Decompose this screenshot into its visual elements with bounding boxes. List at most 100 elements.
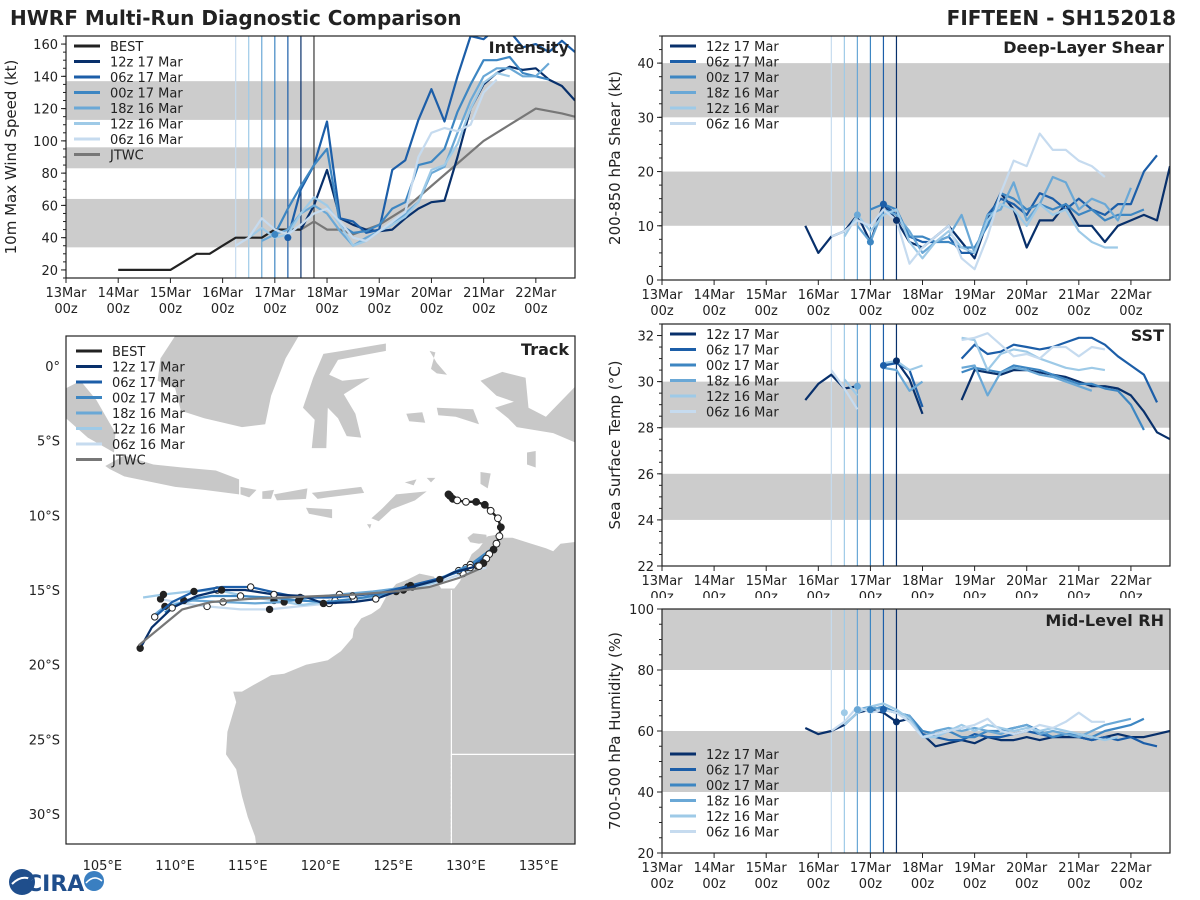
lon-tick-label: 120°E bbox=[301, 859, 341, 870]
x-tick-label: 18Mar bbox=[902, 574, 944, 589]
track-line-jtwc bbox=[138, 568, 480, 647]
lon-tick-label: 115°E bbox=[228, 859, 268, 870]
lon-tick-label: 130°E bbox=[446, 859, 486, 870]
y-tick-label: 0 bbox=[646, 274, 654, 289]
y-tick-label: 40 bbox=[637, 786, 654, 801]
x-tick-label: 22Mar bbox=[1110, 861, 1152, 876]
x-tick-label: 00z bbox=[368, 302, 392, 317]
y-axis-label: 200-850 hPa Shear (kt) bbox=[606, 71, 624, 245]
x-tick-label: 00z bbox=[650, 304, 674, 319]
x-tick-label: 17Mar bbox=[850, 288, 892, 303]
series-line-12z-17-mar bbox=[804, 359, 924, 415]
intensity-chart: 2040608010012014016013Mar00z14Mar00z15Ma… bbox=[2, 35, 576, 317]
init-marker-18z-16-mar bbox=[853, 211, 861, 219]
panel-title: Deep-Layer Shear bbox=[1003, 38, 1164, 57]
track-point bbox=[236, 592, 245, 600]
legend-label: 18z 16 Mar bbox=[706, 795, 779, 810]
legend-label: 12z 16 Mar bbox=[112, 423, 185, 438]
panel-title: Intensity bbox=[489, 38, 570, 57]
x-tick-label: 00z bbox=[420, 302, 444, 317]
x-tick-label: 15Mar bbox=[746, 574, 788, 589]
legend-label: 00z 17 Mar bbox=[706, 359, 779, 374]
series-line-06z-16-mar bbox=[235, 78, 498, 247]
lat-tick-label: 30°S bbox=[29, 808, 60, 823]
legend-label: 18z 16 Mar bbox=[706, 375, 779, 390]
y-tick-label: 30 bbox=[637, 376, 654, 391]
x-tick-label: 00z bbox=[315, 302, 339, 317]
x-tick-label: 16Mar bbox=[798, 288, 840, 303]
shade-band bbox=[662, 171, 1170, 226]
x-tick-label: 00z bbox=[1067, 590, 1091, 598]
x-tick-label: 00z bbox=[524, 302, 548, 317]
island-7 bbox=[404, 479, 417, 486]
legend-label: 12z 16 Mar bbox=[706, 810, 779, 825]
init-marker-12z-17-mar bbox=[892, 216, 900, 224]
x-tick-label: 15Mar bbox=[746, 288, 788, 303]
x-tick-label: 00z bbox=[702, 877, 726, 892]
series-line-06z-17-mar bbox=[960, 336, 1158, 403]
map-frame bbox=[65, 335, 576, 845]
series-line-18z-16-mar bbox=[961, 364, 1093, 397]
series-group bbox=[118, 36, 575, 271]
x-tick-label: 13Mar bbox=[641, 288, 683, 303]
y-axis-label: 10m Max Wind Speed (kt) bbox=[2, 60, 20, 255]
best-track-point bbox=[480, 500, 489, 509]
storm-id: FIFTEEN - SH152018 bbox=[946, 6, 1176, 30]
y-tick-label: 160 bbox=[33, 38, 58, 53]
y-tick-label: 40 bbox=[637, 57, 654, 72]
x-tick-label: 00z bbox=[911, 304, 935, 319]
island-9 bbox=[480, 472, 491, 489]
x-tick-label: 00z bbox=[1015, 590, 1039, 598]
lat-tick-label: 0° bbox=[45, 360, 60, 375]
legend-label: BEST bbox=[112, 345, 145, 360]
series-group bbox=[804, 132, 1170, 271]
x-tick-label: 00z bbox=[650, 590, 674, 598]
y-tick-label: 60 bbox=[41, 199, 58, 214]
x-tick-label: 20Mar bbox=[1006, 861, 1048, 876]
series-line-12z-17-mar bbox=[960, 369, 1170, 441]
x-tick-label: 00z bbox=[963, 590, 987, 598]
best-track-point bbox=[472, 497, 481, 506]
track-point bbox=[217, 586, 226, 594]
x-tick-label: 00z bbox=[963, 304, 987, 319]
legend-label: BEST bbox=[110, 40, 143, 55]
legend-label: 12z 17 Mar bbox=[110, 56, 183, 71]
legend-label: 12z 17 Mar bbox=[706, 748, 779, 763]
series-line-06z-17-mar bbox=[286, 36, 575, 238]
track-point bbox=[159, 590, 168, 599]
shade-band bbox=[662, 63, 1170, 118]
track-point bbox=[190, 587, 198, 596]
x-tick-label: 00z bbox=[859, 590, 883, 598]
y-tick-label: 28 bbox=[637, 422, 654, 437]
y-tick-label: 140 bbox=[33, 70, 58, 85]
x-tick-label: 17Mar bbox=[850, 574, 892, 589]
best-track-point bbox=[453, 496, 462, 505]
legend-label: 12z 16 Mar bbox=[706, 102, 779, 117]
legend-label: 18z 16 Mar bbox=[110, 102, 183, 117]
x-tick-label: 14Mar bbox=[694, 861, 736, 876]
y-axis-label: Sea Surface Temp (°C) bbox=[606, 360, 624, 529]
y-tick-label: 120 bbox=[33, 103, 58, 118]
x-tick-label: 21Mar bbox=[1058, 288, 1100, 303]
x-tick-label: 19Mar bbox=[954, 288, 996, 303]
seram bbox=[436, 407, 479, 425]
x-tick-label: 00z bbox=[1015, 304, 1039, 319]
track-point bbox=[168, 604, 176, 612]
y-tick-label: 20 bbox=[637, 847, 654, 862]
init-marker-12z-16-mar bbox=[840, 709, 848, 717]
y-tick-label: 26 bbox=[637, 468, 654, 483]
legend-label: JTWC bbox=[111, 454, 146, 469]
legend-label: JTWC bbox=[109, 149, 144, 164]
lat-tick-label: 5°S bbox=[37, 435, 60, 450]
x-tick-label: 00z bbox=[807, 877, 831, 892]
x-tick-label: 20Mar bbox=[1006, 574, 1048, 589]
y-tick-label: 40 bbox=[41, 232, 58, 247]
panel-title: Track bbox=[521, 340, 569, 359]
x-tick-label: 19Mar bbox=[954, 574, 996, 589]
y-tick-label: 20 bbox=[637, 166, 654, 181]
legend-label: 12z 16 Mar bbox=[706, 390, 779, 405]
legend-label: 06z 17 Mar bbox=[706, 764, 779, 779]
page-title: HWRF Multi-Run Diagnostic Comparison bbox=[10, 6, 462, 30]
x-tick-label: 21Mar bbox=[463, 286, 505, 301]
x-tick-label: 16Mar bbox=[798, 574, 840, 589]
